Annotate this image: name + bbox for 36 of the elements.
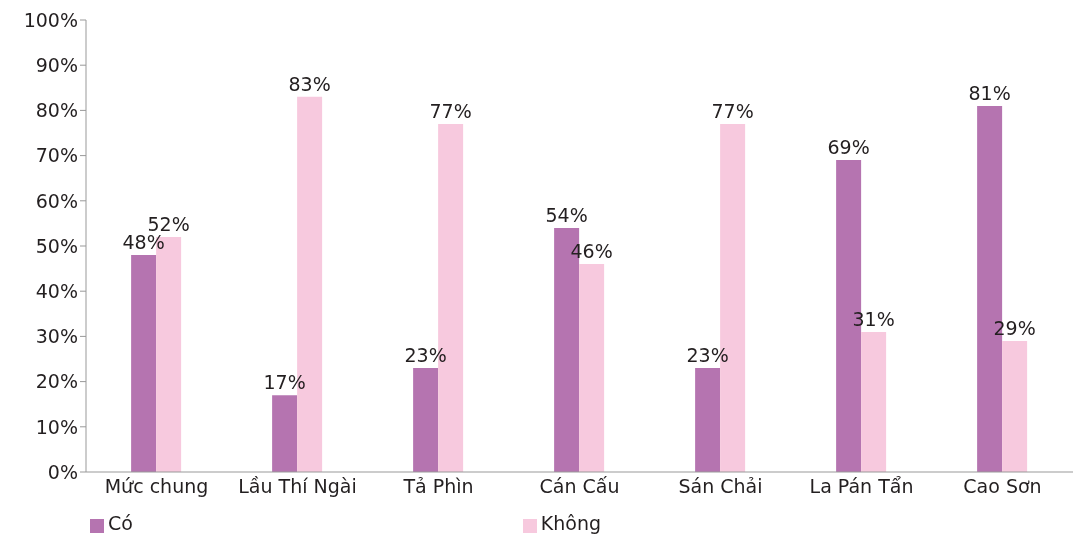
data-label: 17% [263,371,306,394]
data-label: 83% [288,72,331,95]
y-tick-label: 30% [35,325,78,348]
bar [861,331,887,472]
x-tick-label: Mức chung [104,475,209,498]
y-tick-label: 0% [47,460,78,483]
data-label: 77% [711,99,754,122]
bar [272,395,298,472]
x-tick-label: Sán Chải [678,475,763,498]
bar [1002,340,1028,472]
y-tick-label: 90% [35,53,78,76]
y-tick-label: 60% [35,189,78,212]
y-tick-label: 80% [35,99,78,122]
legend-label: Không [540,512,602,534]
x-tick-label: Cán Cấu [539,475,620,498]
y-tick-label: 100% [23,8,78,31]
data-label: 23% [686,344,729,367]
legend-label: Có [107,512,133,534]
bar [413,368,439,472]
x-tick-label: Lầu Thí Ngài [238,475,357,498]
data-label: 23% [404,344,447,367]
x-tick-label: Tả Phìn [402,475,474,498]
data-label: 81% [968,81,1011,104]
bar [695,368,721,472]
bar [131,255,157,472]
y-tick-label: 40% [35,279,78,302]
y-tick-label: 20% [35,370,78,393]
x-tick-label: Cao Sơn [963,475,1042,498]
y-tick-label: 10% [35,415,78,438]
data-label: 77% [429,99,472,122]
data-label: 54% [545,203,588,226]
x-tick-label: La Pán Tẩn [809,475,914,498]
data-label: 69% [827,136,870,159]
y-tick-label: 50% [35,234,78,257]
bar [579,264,605,472]
y-tick-label: 70% [35,144,78,167]
